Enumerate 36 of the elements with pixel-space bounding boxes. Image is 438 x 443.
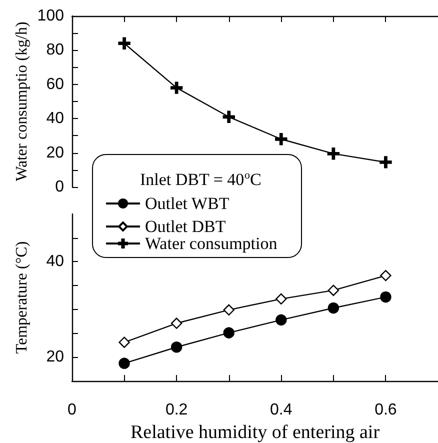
point (276, 293, 287, 305)
y-tick-label: 0 (55, 178, 64, 196)
point (223, 304, 234, 316)
y-tick-label: 40 (46, 253, 64, 270)
x-axis-title: Relative humidity of entering air (130, 422, 380, 443)
y-axis-title: Temperature (°C) (14, 241, 30, 354)
point (328, 302, 340, 314)
point (327, 148, 340, 160)
point (380, 156, 392, 168)
x-tick-label: 0 (68, 402, 77, 418)
point (170, 342, 182, 353)
x-tick-label: 0.4 (270, 402, 292, 418)
point (222, 110, 235, 123)
point (118, 37, 130, 50)
y-tick-label: 80 (46, 42, 64, 59)
point (170, 82, 183, 94)
y-tick-label: 40 (46, 110, 64, 128)
x-tick-label: 0.2 (165, 402, 188, 418)
point (170, 318, 182, 329)
point (276, 314, 287, 326)
point (275, 133, 288, 146)
legend-label: Outlet WBT (145, 194, 230, 213)
y-tick-label: 20 (46, 144, 64, 162)
x-tick-label: 0.6 (374, 402, 397, 418)
point (380, 291, 392, 303)
legend-label: Water consumption (145, 234, 278, 253)
y-tick-label: 20 (46, 348, 64, 366)
y-tick-label: 60 (46, 76, 64, 93)
point (328, 284, 340, 296)
point (118, 358, 130, 369)
y-axis-title: Water consumptio (kg/h) (14, 22, 30, 182)
legend-label: Outlet DBT (145, 217, 226, 236)
point (380, 270, 392, 282)
point (223, 327, 234, 338)
point (118, 336, 130, 348)
y-tick-label: 100 (37, 8, 64, 24)
